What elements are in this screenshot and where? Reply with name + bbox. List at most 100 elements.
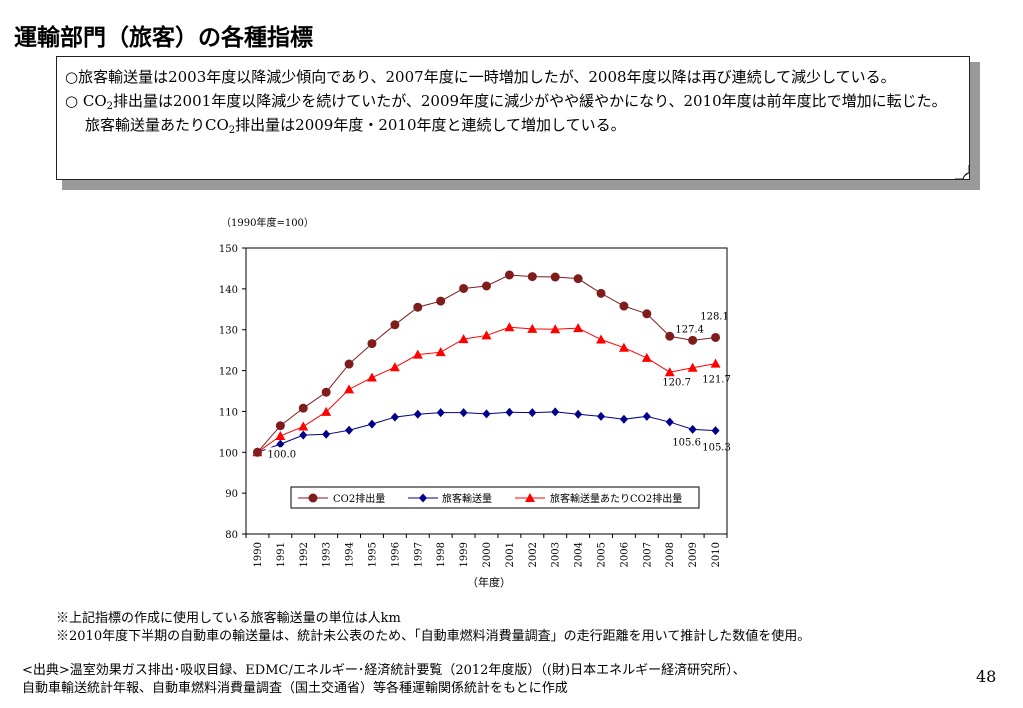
data-point <box>412 349 423 359</box>
data-point <box>276 439 285 449</box>
data-point <box>413 302 423 312</box>
legend-box <box>290 486 700 509</box>
x-tick-label: 2001 <box>505 542 516 567</box>
data-point <box>389 362 400 372</box>
data-point <box>528 408 537 418</box>
x-tick-label: 2009 <box>688 542 699 567</box>
data-point <box>711 332 721 342</box>
data-label: 100.0 <box>267 449 296 460</box>
source-line-2: 自動車輸送統計年報、自動車燃料消費量調査（国土交通省）等各種運輸関係統計をもとに… <box>22 681 568 696</box>
data-point <box>688 424 697 434</box>
data-point <box>573 323 584 333</box>
data-point <box>574 409 583 419</box>
y-tick-label: 140 <box>219 285 238 296</box>
y-tick-label: 110 <box>219 407 238 418</box>
x-tick-label: 2005 <box>597 542 608 567</box>
data-point <box>436 408 445 418</box>
data-point <box>550 324 561 334</box>
x-tick-label: 2002 <box>528 542 539 567</box>
data-point <box>688 335 698 345</box>
data-point <box>344 359 354 369</box>
data-point <box>459 283 469 293</box>
data-point <box>413 409 422 419</box>
data-point <box>687 362 698 372</box>
data-point <box>435 347 446 357</box>
data-point <box>482 409 491 419</box>
data-point <box>642 309 652 319</box>
x-tick-label: 1997 <box>413 542 424 567</box>
source-line-1: <出典>温室効果ガス排出･吸収目録、EDMC/エネルギー･経済統計要覧（2012… <box>22 663 746 678</box>
data-point <box>664 367 675 377</box>
data-point <box>298 421 309 431</box>
legend-label: 旅客輸送量あたりCO2排出量 <box>550 492 682 505</box>
data-label: 127.4 <box>675 324 704 335</box>
y-tick-label: 90 <box>225 489 238 500</box>
y-tick-label: 150 <box>219 244 238 255</box>
data-point <box>619 301 629 311</box>
x-tick-label: 2010 <box>711 542 722 567</box>
data-point <box>481 330 492 340</box>
note-line-1: ○旅客輸送量は2003年度以降減少傾向であり、2007年度に一時増加したが、20… <box>65 68 896 86</box>
data-label: 120.7 <box>662 378 691 389</box>
data-point <box>504 322 515 332</box>
x-tick-label: 1990 <box>253 542 264 567</box>
x-tick-label: 2004 <box>574 542 585 567</box>
data-point <box>436 296 446 306</box>
data-point <box>275 421 285 431</box>
data-point <box>299 430 308 440</box>
data-point <box>367 419 376 429</box>
x-tick-label: 2007 <box>642 542 653 567</box>
x-tick-label: 1999 <box>459 542 470 567</box>
x-tick-label: 1998 <box>436 542 447 567</box>
x-tick-label: 2000 <box>482 542 493 567</box>
page-title: 運輸部門（旅客）の各種指標 <box>14 25 313 51</box>
data-point <box>298 403 308 413</box>
legend-marker <box>419 493 427 503</box>
data-point <box>367 339 377 349</box>
data-point <box>390 320 400 330</box>
data-point <box>665 331 675 341</box>
x-tick-label: 1994 <box>345 542 356 567</box>
x-tick-label: 2006 <box>619 542 630 567</box>
x-tick-label: 2003 <box>551 542 562 567</box>
page-number: 48 <box>976 667 997 686</box>
data-point <box>665 417 674 427</box>
data-point <box>641 352 652 362</box>
plot-area: 80 90 100 110 120 130 140 150 1990 1991 1992 1993 19… <box>219 244 731 567</box>
data-point <box>321 406 332 416</box>
data-label: 105.6 <box>672 437 701 448</box>
note-box: ○旅客輸送量は2003年度以降減少傾向であり、2007年度に一時増加したが、20… <box>56 56 970 180</box>
legend-marker <box>525 493 535 502</box>
data-point <box>252 447 262 457</box>
footnote-1: ※上記指標の作成に使用している旅客輸送量の単位は人km <box>56 611 401 626</box>
data-point <box>597 411 606 421</box>
data-point <box>527 272 537 282</box>
y-tick-label: 130 <box>219 326 238 337</box>
data-point <box>642 411 651 421</box>
y-tick-label: 120 <box>219 367 238 378</box>
data-point <box>573 274 583 284</box>
data-point <box>390 412 399 422</box>
data-point <box>710 358 721 368</box>
page-curl-icon <box>955 165 969 179</box>
data-point <box>345 425 354 435</box>
data-label-bg <box>265 447 298 461</box>
x-tick-label: 1993 <box>322 542 333 567</box>
data-point <box>619 414 628 424</box>
chart-unit-label: （1990年度=100） <box>221 216 314 229</box>
legend-label: CO2排出量 <box>333 492 385 505</box>
data-point <box>527 323 538 333</box>
data-point <box>711 426 720 436</box>
y-tick-label: 100 <box>219 448 238 459</box>
x-tick-label: 1991 <box>276 542 287 567</box>
legend-label: 旅客輸送量 <box>442 492 492 505</box>
data-point <box>482 281 491 291</box>
data-label: 105.3 <box>702 443 731 454</box>
x-tick-label: 1992 <box>299 542 310 567</box>
x-tick-label: 2008 <box>665 542 676 567</box>
y-tick-label: 80 <box>225 530 238 541</box>
source-note: <出典>温室効果ガス排出･吸収目録、EDMC/エネルギー･経済統計要覧（2012… <box>22 662 746 698</box>
data-point <box>275 430 286 440</box>
x-tick-label: 1996 <box>390 542 401 567</box>
